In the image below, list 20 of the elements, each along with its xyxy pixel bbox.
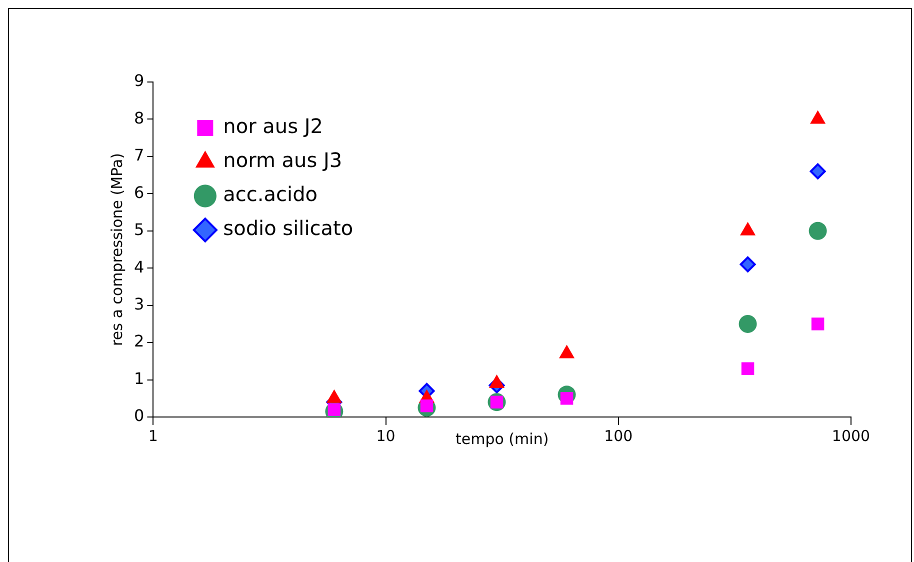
legend-label: norm aus J3 <box>223 148 342 172</box>
y-tick-label: 4 <box>134 257 144 276</box>
y-axis-title: res a compressione (MPa) <box>108 153 126 346</box>
x-tick-label: 1 <box>148 426 158 445</box>
x-tick-label: 100 <box>604 426 633 445</box>
y-tick-label: 2 <box>134 332 144 351</box>
y-tick-label: 8 <box>134 108 144 128</box>
y-tick-label: 3 <box>134 294 144 314</box>
x-tick-label: 1000 <box>832 426 870 445</box>
y-tick-label: 5 <box>134 220 144 240</box>
legend-label: sodio silicato <box>223 216 354 240</box>
legend-label: nor aus J2 <box>223 114 324 138</box>
y-tick-label: 9 <box>134 71 144 90</box>
x-axis-title: tempo (min) <box>455 430 549 448</box>
y-tick-label: 6 <box>134 182 144 202</box>
y-tick-label: 0 <box>134 406 144 426</box>
x-tick-label: 10 <box>376 426 396 445</box>
y-tick-label: 7 <box>134 146 144 165</box>
y-tick-label: 1 <box>134 368 144 388</box>
legend-label: acc.acido <box>223 182 318 206</box>
